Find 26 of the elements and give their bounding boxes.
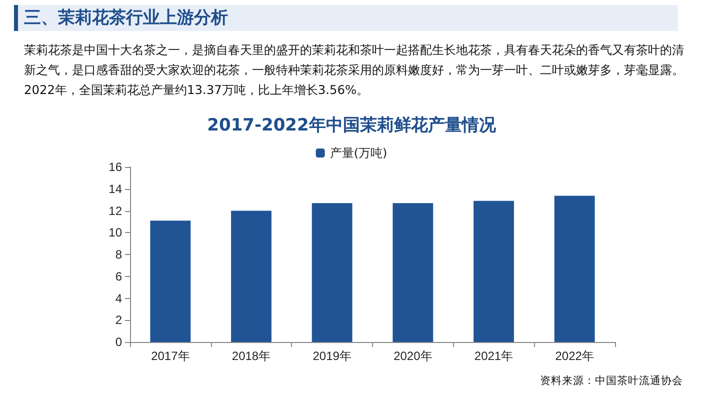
y-tick-label: 14 (108, 182, 122, 196)
y-tick-label: 0 (115, 335, 122, 349)
y-tick-label: 8 (115, 248, 122, 262)
y-tick-label: 16 (108, 160, 122, 174)
bar (150, 220, 191, 342)
y-tick-label: 2 (115, 313, 122, 328)
y-tick-label: 4 (115, 291, 122, 306)
chart-subtitle: 三、茉莉花茶行业上游分析 (23, 7, 229, 30)
chart-title: 2017-2022年中国茉莉鲜花产量情况 (207, 116, 497, 136)
x-tick-label: 2020年 (394, 349, 432, 363)
bar (392, 203, 434, 342)
y-tick-label: 6 (115, 269, 122, 284)
bar (554, 196, 595, 342)
x-tick-label: 2021年 (474, 349, 514, 363)
bar (231, 210, 272, 342)
x-tick-label: 2018年 (232, 349, 271, 363)
x-tick-label: 2022年 (555, 349, 594, 363)
text: 资料来源：中国茶叶流通协会 (540, 374, 683, 388)
y-tick-label: 10 (108, 226, 122, 240)
legend-label: 产量(万吨) (330, 146, 388, 160)
bar (312, 203, 352, 342)
x-tick-label: 2019年 (312, 349, 352, 363)
text: 茉莉花茶是中国十大名茶之一，是摘自春天里的盛开的茉莉花和茶叶一起搭配生长地花茶，具有春天花朵的香气又有茶叶的清新之气，是口感香甜的受大家欢迎的花茶，一般特种茉莉花茶采用的原料嫩度好，常为一芽一叶、二叶或嫩芽多，芽毫显露。2022年，全国茉莉花总产量约13.37万吨，比上年增长3.56%。 (24, 42, 684, 99)
y-tick-label: 12 (108, 204, 122, 218)
x-tick-label: 2017年 (151, 349, 190, 363)
bar (474, 200, 514, 342)
